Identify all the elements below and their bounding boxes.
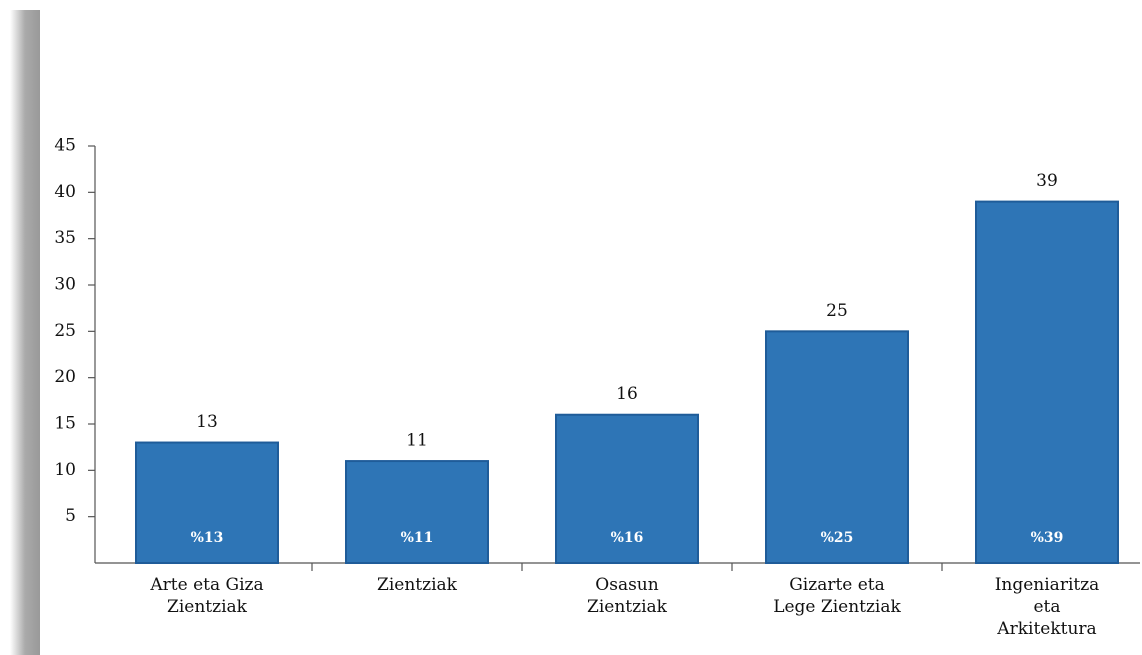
bar	[345, 460, 489, 565]
value-label: 11	[406, 431, 428, 451]
y-tick-label: 40	[54, 182, 76, 202]
x-tick-label: Ingeniaritza eta Arkitektura	[995, 575, 1100, 639]
x-tick-label: Zientziak	[377, 575, 458, 595]
percent-label: %25	[821, 530, 854, 546]
value-label: 39	[1036, 171, 1058, 191]
bar	[135, 441, 279, 564]
x-tick-label: Arte eta Giza Zientziak	[149, 575, 263, 617]
frame-shadow	[10, 10, 40, 655]
bar	[975, 200, 1119, 564]
percent-label: %16	[611, 530, 644, 546]
value-label: 13	[196, 412, 218, 432]
y-tick-label: 15	[54, 414, 76, 434]
x-tick-label: Gizarte eta Lege Zientziak	[773, 575, 901, 617]
y-tick-label: 25	[54, 321, 76, 341]
y-tick-label: 20	[54, 367, 76, 387]
percent-label: %11	[401, 530, 434, 546]
y-tick-label: 45	[54, 136, 76, 156]
y-tick-label: 10	[54, 460, 76, 480]
percent-label: %13	[191, 530, 224, 546]
bar	[555, 413, 699, 564]
bar	[765, 330, 909, 565]
y-tick-label: 30	[54, 275, 76, 295]
percent-label: %39	[1031, 530, 1064, 546]
y-tick-label: 35	[54, 228, 76, 248]
value-label: 16	[616, 384, 638, 404]
y-tick-label: 5	[65, 506, 76, 526]
x-tick-label: Osasun Zientziak	[587, 575, 668, 617]
value-label: 25	[826, 301, 848, 321]
